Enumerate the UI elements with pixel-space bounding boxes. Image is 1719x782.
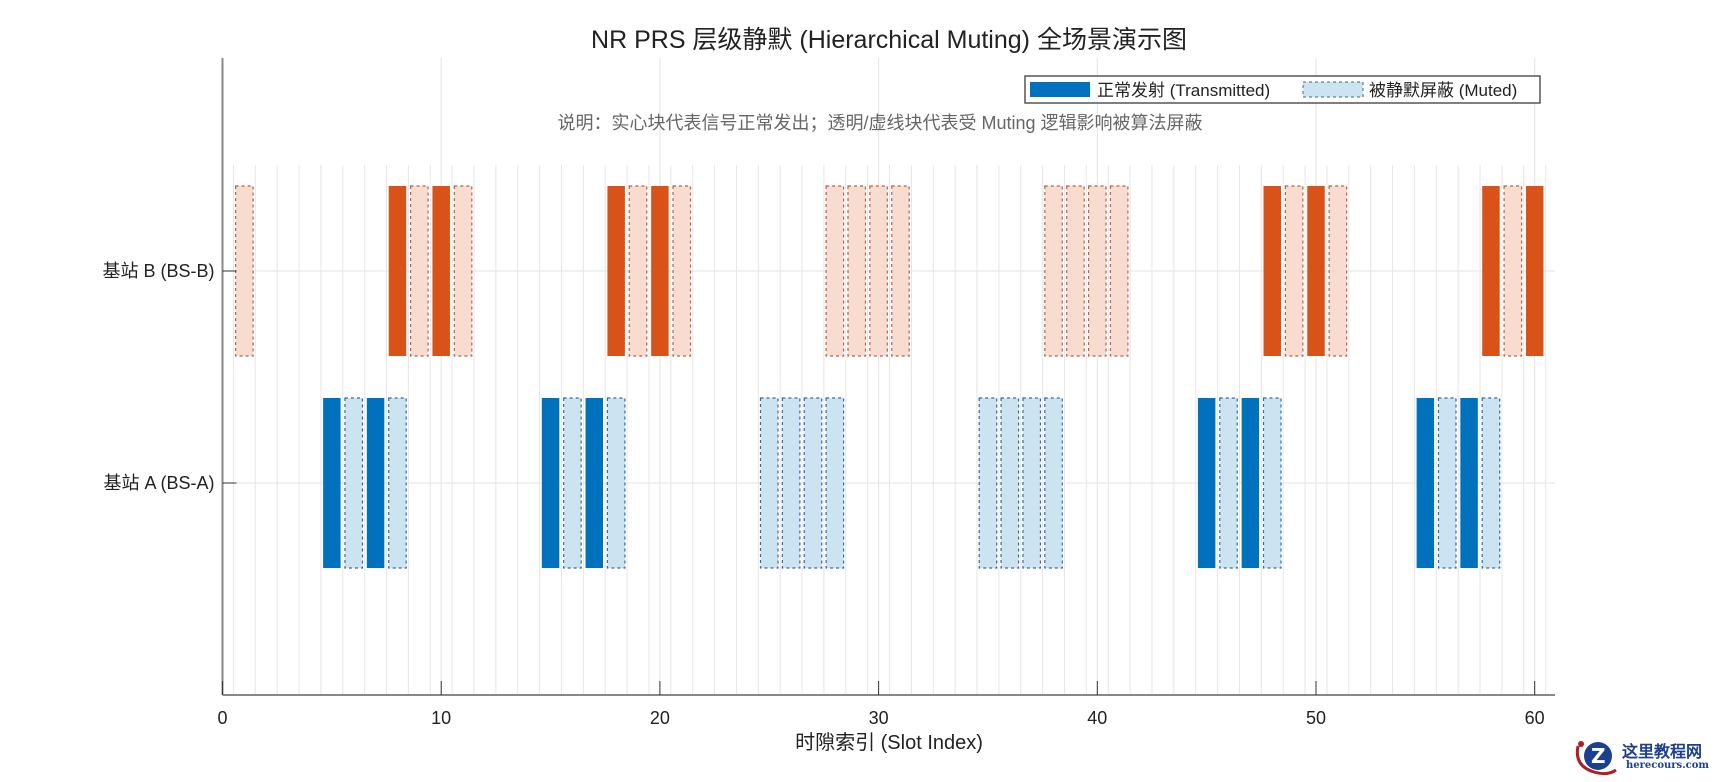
watermark-logo-icon: Z: [1575, 741, 1617, 776]
muted-slot-bar: [1044, 397, 1063, 569]
watermark-url: herecours.com: [1626, 760, 1710, 771]
svg-text:Z: Z: [1591, 744, 1606, 768]
x-tick-label: 20: [650, 708, 670, 728]
transmitted-slot-bar: [323, 398, 341, 568]
watermark: Z 这里教程网 herecours.com: [1572, 736, 1712, 780]
muted-slot-bar: [1328, 185, 1348, 357]
x-tick-label: 40: [1087, 708, 1107, 728]
muted-slot-bar: [1437, 397, 1457, 569]
transmitted-slot-bar: [541, 398, 560, 568]
transmitted-slot-bar: [1525, 186, 1544, 356]
transmitted-slot-bar: [1197, 398, 1216, 568]
y-tick-label: 基站 A (BS-A): [103, 473, 214, 493]
legend-box: [1024, 75, 1541, 104]
muted-slot-bar: [759, 397, 779, 569]
muted-slot-bar: [1284, 185, 1304, 357]
x-tick-label: 60: [1525, 708, 1545, 728]
muted-slot-bar: [781, 397, 801, 569]
watermark-title: 这里教程网: [1622, 742, 1703, 761]
muted-slot-bar: [235, 185, 254, 357]
transmitted-slot-bar: [1460, 398, 1478, 568]
transmitted-slot-bar: [432, 186, 450, 356]
y-tick-label: 基站 B (BS-B): [102, 261, 214, 281]
transmitted-slot-bar: [1416, 398, 1435, 568]
muted-slot-bar: [344, 397, 364, 569]
slot-bars: [235, 185, 1544, 569]
transmitted-slot-bar: [1307, 186, 1325, 356]
legend: 正常发射 (Transmitted) 被静默屏蔽 (Muted): [1024, 75, 1541, 104]
muted-slot-bar: [1262, 397, 1282, 569]
muted-slot-bar: [1087, 185, 1107, 357]
muted-slot-bar: [1066, 185, 1085, 357]
muted-slot-bar: [825, 397, 845, 569]
x-tick-label: 0: [217, 708, 227, 728]
transmitted-slot-bar: [1241, 398, 1260, 568]
muted-slot-bar: [672, 185, 692, 357]
axes: 0 10 20 30 40 50 60 基站 A (BS-A) 基站 B (BS-B): [102, 58, 1555, 728]
minor-gridlines: [232, 165, 1547, 695]
transmitted-slot-bar: [388, 186, 407, 356]
transmitted-slot-bar: [651, 186, 669, 356]
chart-note: 说明：实心块代表信号正常发出；透明/虚线块代表受 Muting 逻辑影响被算法屏…: [557, 113, 1202, 133]
muted-slot-bar: [847, 185, 867, 357]
x-axis-label: 时隙索引 (Slot Index): [795, 731, 983, 754]
muted-slot-bar: [1022, 397, 1042, 569]
legend-swatch-muted: [1302, 81, 1364, 98]
muted-slot-bar: [1481, 397, 1501, 569]
transmitted-slot-bar: [607, 186, 625, 356]
muted-slot-bar: [563, 397, 582, 569]
legend-label-muted: 被静默屏蔽 (Muted): [1369, 81, 1517, 100]
transmitted-slot-bar: [1482, 186, 1500, 356]
transmitted-slot-bar: [366, 398, 385, 568]
x-tick-label: 50: [1306, 708, 1326, 728]
muted-slot-bar: [891, 185, 910, 357]
legend-swatch-transmitted: [1030, 82, 1090, 97]
muted-slot-bar: [825, 185, 845, 357]
muted-slot-bar: [1044, 185, 1063, 357]
major-gridlines: [222, 58, 1555, 695]
muted-slot-bar: [978, 397, 998, 569]
muted-slot-bar: [1000, 397, 1020, 569]
muted-slot-bar: [1503, 185, 1523, 357]
muted-slot-bar: [869, 185, 888, 357]
legend-label-transmitted: 正常发射 (Transmitted): [1097, 81, 1270, 100]
transmitted-slot-bar: [585, 398, 604, 568]
muted-slot-bar: [628, 185, 648, 357]
muted-slot-bar: [453, 185, 473, 357]
muted-slot-bar: [1109, 185, 1129, 357]
chart-title: NR PRS 层级静默 (Hierarchical Muting) 全场景演示图: [591, 26, 1187, 54]
x-tick-label: 10: [431, 708, 451, 728]
x-tick-label: 30: [869, 708, 889, 728]
muted-slot-bar: [606, 397, 626, 569]
muted-slot-bar: [1219, 397, 1238, 569]
transmitted-slot-bar: [1263, 186, 1282, 356]
muted-slot-bar: [388, 397, 407, 569]
muted-slot-bar: [409, 185, 429, 357]
muted-slot-bar: [803, 397, 823, 569]
